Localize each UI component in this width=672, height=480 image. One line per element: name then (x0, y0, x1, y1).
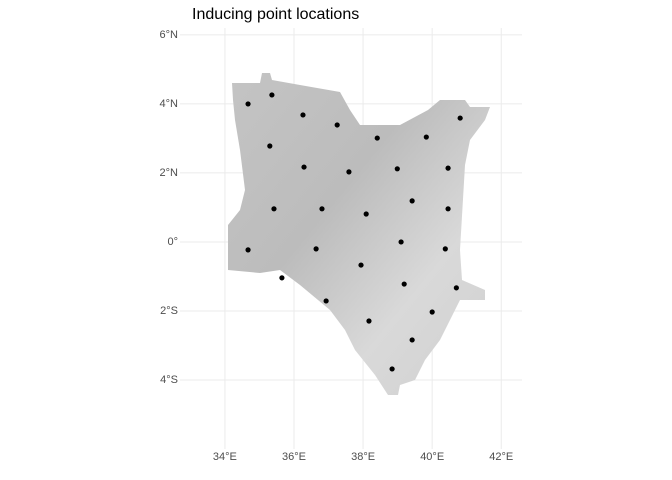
inducing-point (313, 246, 319, 252)
inducing-point (409, 198, 415, 204)
inducing-point (457, 115, 463, 121)
y-tick-label: 2°S (160, 305, 178, 317)
inducing-point (429, 309, 435, 315)
y-tick-label: 0° (167, 236, 178, 248)
y-tick-label: 6°N (160, 29, 179, 41)
inducing-point (366, 318, 372, 324)
inducing-point (323, 298, 329, 304)
inducing-point (423, 134, 429, 140)
y-tick-label: 4°S (160, 374, 178, 386)
x-tick-label: 38°E (351, 451, 375, 463)
y-tick-label: 2°N (160, 167, 179, 179)
inducing-point (394, 166, 400, 172)
inducing-point (445, 165, 451, 171)
inducing-point (319, 206, 325, 212)
inducing-point (442, 246, 448, 252)
inducing-point (389, 366, 395, 372)
inducing-point (245, 101, 251, 107)
inducing-point (245, 247, 251, 253)
inducing-point (398, 239, 404, 245)
y-tick-label: 4°N (160, 98, 179, 110)
inducing-point (279, 275, 285, 281)
x-tick-label: 42°E (489, 451, 513, 463)
inducing-point (300, 112, 306, 118)
inducing-point (269, 92, 275, 98)
inducing-point (363, 211, 369, 217)
inducing-point (271, 206, 277, 212)
x-tick-label: 34°E (213, 451, 237, 463)
inducing-point (334, 122, 340, 128)
inducing-point (453, 285, 459, 291)
inducing-point (267, 143, 273, 149)
inducing-point (409, 337, 415, 343)
inducing-point (445, 206, 451, 212)
x-tick-label: 36°E (282, 451, 306, 463)
x-tick-label: 40°E (420, 451, 444, 463)
country-raster (228, 73, 490, 395)
inducing-point (358, 262, 364, 268)
inducing-point (301, 164, 307, 170)
inducing-point (401, 281, 407, 287)
inducing-point (346, 169, 352, 175)
inducing-point (374, 135, 380, 141)
chart-title: Inducing point locations (192, 6, 359, 23)
